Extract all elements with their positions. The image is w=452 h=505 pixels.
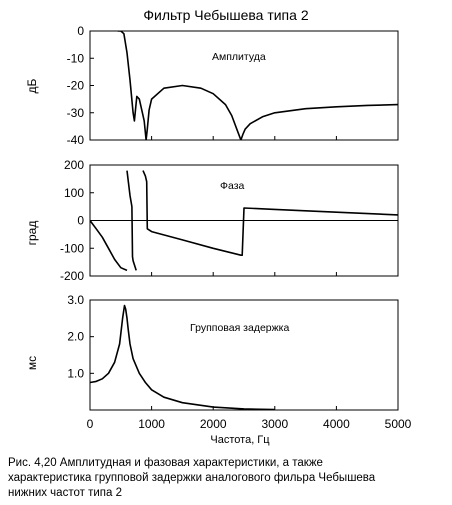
y-tick-label: 3.0: [67, 293, 84, 307]
y-tick-label: 2.0: [67, 330, 84, 344]
panel-annotation: Амплитуда: [212, 51, 266, 63]
y-tick-label: 0: [77, 214, 84, 228]
x-axis-label: Частота, Гц: [210, 434, 270, 446]
y-tick-label: 0: [77, 24, 84, 38]
figure-title: Фильтр Чебышева типа 2: [143, 7, 308, 23]
caption-line-1: Рис. 4,20 Амплитудная и фазовая характер…: [8, 457, 323, 469]
y-axis-label: дБ: [25, 78, 39, 93]
chart-panel-3: 3.0 2.0 1.0 мс Групповая задержка: [25, 293, 399, 411]
chart-panel-2: 200 100 0 -100 -200 град Фаза: [25, 158, 399, 283]
y-tick-label: 1.0: [67, 366, 84, 380]
series-line-1: [90, 220, 128, 272]
x-tick-label: 3000: [261, 417, 288, 431]
y-tick-label: 200: [64, 158, 84, 172]
chart-panel-1: 0 -10 -20 -30 -40 дБ Амплитуда: [25, 24, 399, 147]
y-axis-label: град: [25, 221, 39, 246]
x-tick-label: 4000: [323, 417, 350, 431]
y-tick-label: -40: [67, 133, 85, 147]
chart-panels: 0-10-20-30-40дБАмплитуда2001000-100-200г…: [25, 24, 412, 431]
y-tick-label: -30: [67, 106, 85, 120]
y-tick-label: -10: [67, 51, 85, 65]
plot-frame: [89, 30, 399, 141]
series-line-3: [142, 170, 398, 256]
x-tick-label: 2000: [200, 417, 227, 431]
plot-frame: [89, 299, 399, 411]
x-tick-label: 1000: [138, 417, 165, 431]
y-axis-label: мс: [25, 356, 39, 370]
y-tick-label: -100: [60, 241, 84, 255]
panel-annotation: Групповая задержка: [190, 322, 289, 334]
figure-caption: Рис. 4,20 Амплитудная и фазовая характер…: [8, 456, 448, 501]
caption-line-2: характеристика групповой задержки аналог…: [8, 472, 376, 484]
x-tick-label: 5000: [385, 417, 412, 431]
caption-line-3: нижних частот типа 2: [8, 487, 122, 499]
series-line-2: [126, 170, 137, 271]
panel-annotation: Фаза: [220, 180, 245, 192]
series-line-1: [90, 304, 275, 410]
series-line-1: [117, 31, 398, 140]
y-tick-label: -20: [67, 79, 85, 93]
y-tick-label: 100: [64, 186, 84, 200]
x-tick-label: 0: [87, 417, 94, 431]
y-tick-label: -200: [60, 269, 84, 283]
